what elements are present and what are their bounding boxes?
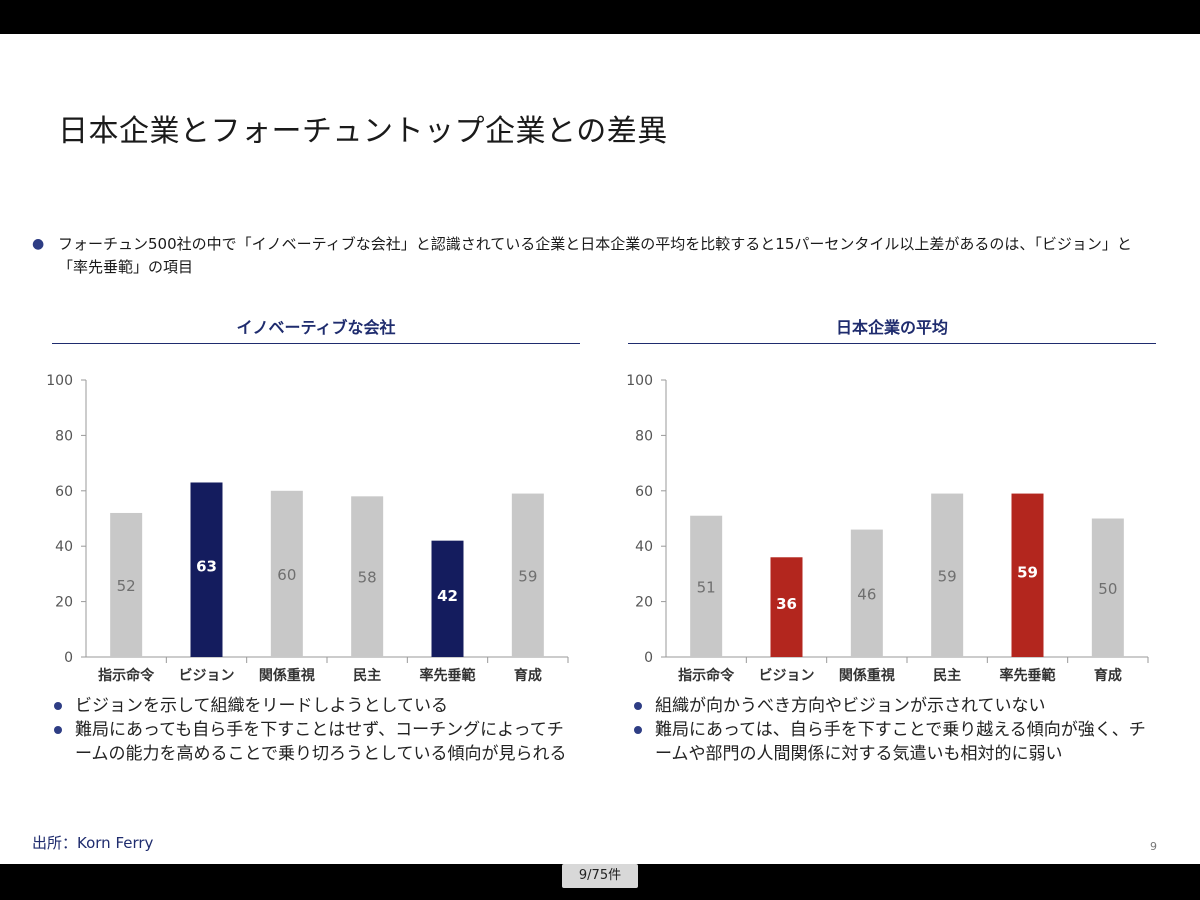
x-tick-label: ビジョン xyxy=(179,668,235,684)
bar xyxy=(1011,493,1044,657)
bar-value-label: 59 xyxy=(938,567,957,585)
y-tick-label: 20 xyxy=(635,595,653,611)
y-tick-label: 0 xyxy=(64,650,73,666)
x-tick-label: ビジョン xyxy=(759,668,815,684)
y-tick-label: 80 xyxy=(55,428,73,444)
note-item: 難局にあっても自ら手を下すことはせず、コーチングによってチームの能力を高めること… xyxy=(52,718,572,766)
bar-value-label: 63 xyxy=(196,558,217,576)
bar-value-label: 42 xyxy=(437,587,458,605)
bar-value-label: 60 xyxy=(277,566,296,584)
bar xyxy=(931,493,964,657)
y-tick-label: 60 xyxy=(635,484,653,500)
bar-value-label: 51 xyxy=(697,578,716,596)
y-tick-label: 40 xyxy=(55,539,73,555)
chart-left-rule xyxy=(52,343,580,344)
source-note: 出所：Korn Ferry xyxy=(32,834,154,852)
y-tick-label: 80 xyxy=(635,428,653,444)
bar xyxy=(850,529,883,657)
y-tick-label: 60 xyxy=(55,484,73,500)
bar xyxy=(351,496,384,657)
y-tick-label: 20 xyxy=(55,595,73,611)
intro-text-body: フォーチュン500社の中で「イノベーティブな会社」と認識されている企業と日本企業… xyxy=(58,235,1132,276)
x-tick-label: 率先垂範 xyxy=(1000,667,1056,684)
note-item: 組織が向かうべき方向やビジョンが示されていない xyxy=(632,694,1152,718)
y-tick-label: 0 xyxy=(644,650,653,666)
chart-left-notes: ビジョンを示して組織をリードしようとしている 難局にあっても自ら手を下すことはせ… xyxy=(52,694,572,766)
x-tick-label: 民主 xyxy=(933,667,961,684)
bar-value-label: 46 xyxy=(857,585,876,603)
page-counter: 9/75件 xyxy=(562,864,638,888)
bar-value-label: 50 xyxy=(1098,580,1117,598)
bar xyxy=(770,557,803,657)
y-tick-label: 40 xyxy=(635,539,653,555)
x-tick-label: 指示命令 xyxy=(98,667,155,684)
bar xyxy=(1091,518,1124,657)
bar xyxy=(511,493,544,657)
x-tick-label: 育成 xyxy=(514,667,542,684)
top-bar xyxy=(0,0,1200,34)
x-tick-label: 民主 xyxy=(353,667,381,684)
x-tick-label: 関係重視 xyxy=(259,667,315,684)
note-item: 難局にあっては、自ら手を下すことで乗り越える傾向が強く、チームや部門の人間関係に… xyxy=(632,718,1152,766)
chart-right-title: 日本企業の平均 xyxy=(835,318,948,337)
bar xyxy=(190,482,223,657)
bar xyxy=(431,540,464,657)
bar-value-label: 59 xyxy=(1017,563,1038,581)
bar-value-label: 52 xyxy=(117,577,136,595)
bar-value-label: 36 xyxy=(776,595,797,613)
chart-right-notes: 組織が向かうべき方向やビジョンが示されていない 難局にあっては、自ら手を下すこと… xyxy=(632,694,1152,766)
page-title: 日本企業とフォーチュントップ企業との差異 xyxy=(58,114,668,149)
bullet-dot: ● xyxy=(32,236,45,252)
chart-right-rule xyxy=(628,343,1156,344)
bar xyxy=(690,515,723,657)
note-item: ビジョンを示して組織をリードしようとしている xyxy=(52,694,572,718)
y-tick-label: 100 xyxy=(626,373,653,389)
x-tick-label: 育成 xyxy=(1094,667,1122,684)
chart-right: 0 20 40 60 80 100 51 指示命令 36 ビジョン 46 関係重視 59 民主 59 率先垂範… xyxy=(626,373,1149,684)
bar-value-label: 59 xyxy=(518,567,537,585)
bar xyxy=(110,512,143,657)
page-number: 9 xyxy=(1150,840,1157,853)
x-tick-label: 率先垂範 xyxy=(420,667,476,684)
chart-left-title: イノベーティブな会社 xyxy=(236,318,396,337)
bar xyxy=(270,490,303,657)
x-tick-label: 関係重視 xyxy=(839,667,895,684)
chart-left: 0 20 40 60 80 100 52 指示命令 63 ビジョン 60 関係重視 58 民主 42 率先垂範… xyxy=(46,373,569,684)
bar-value-label: 58 xyxy=(358,569,377,587)
intro-text: ● フォーチュン500社の中で「イノベーティブな会社」と認識されている企業と日本… xyxy=(32,233,1158,279)
y-tick-label: 100 xyxy=(46,373,73,389)
x-tick-label: 指示命令 xyxy=(678,667,735,684)
